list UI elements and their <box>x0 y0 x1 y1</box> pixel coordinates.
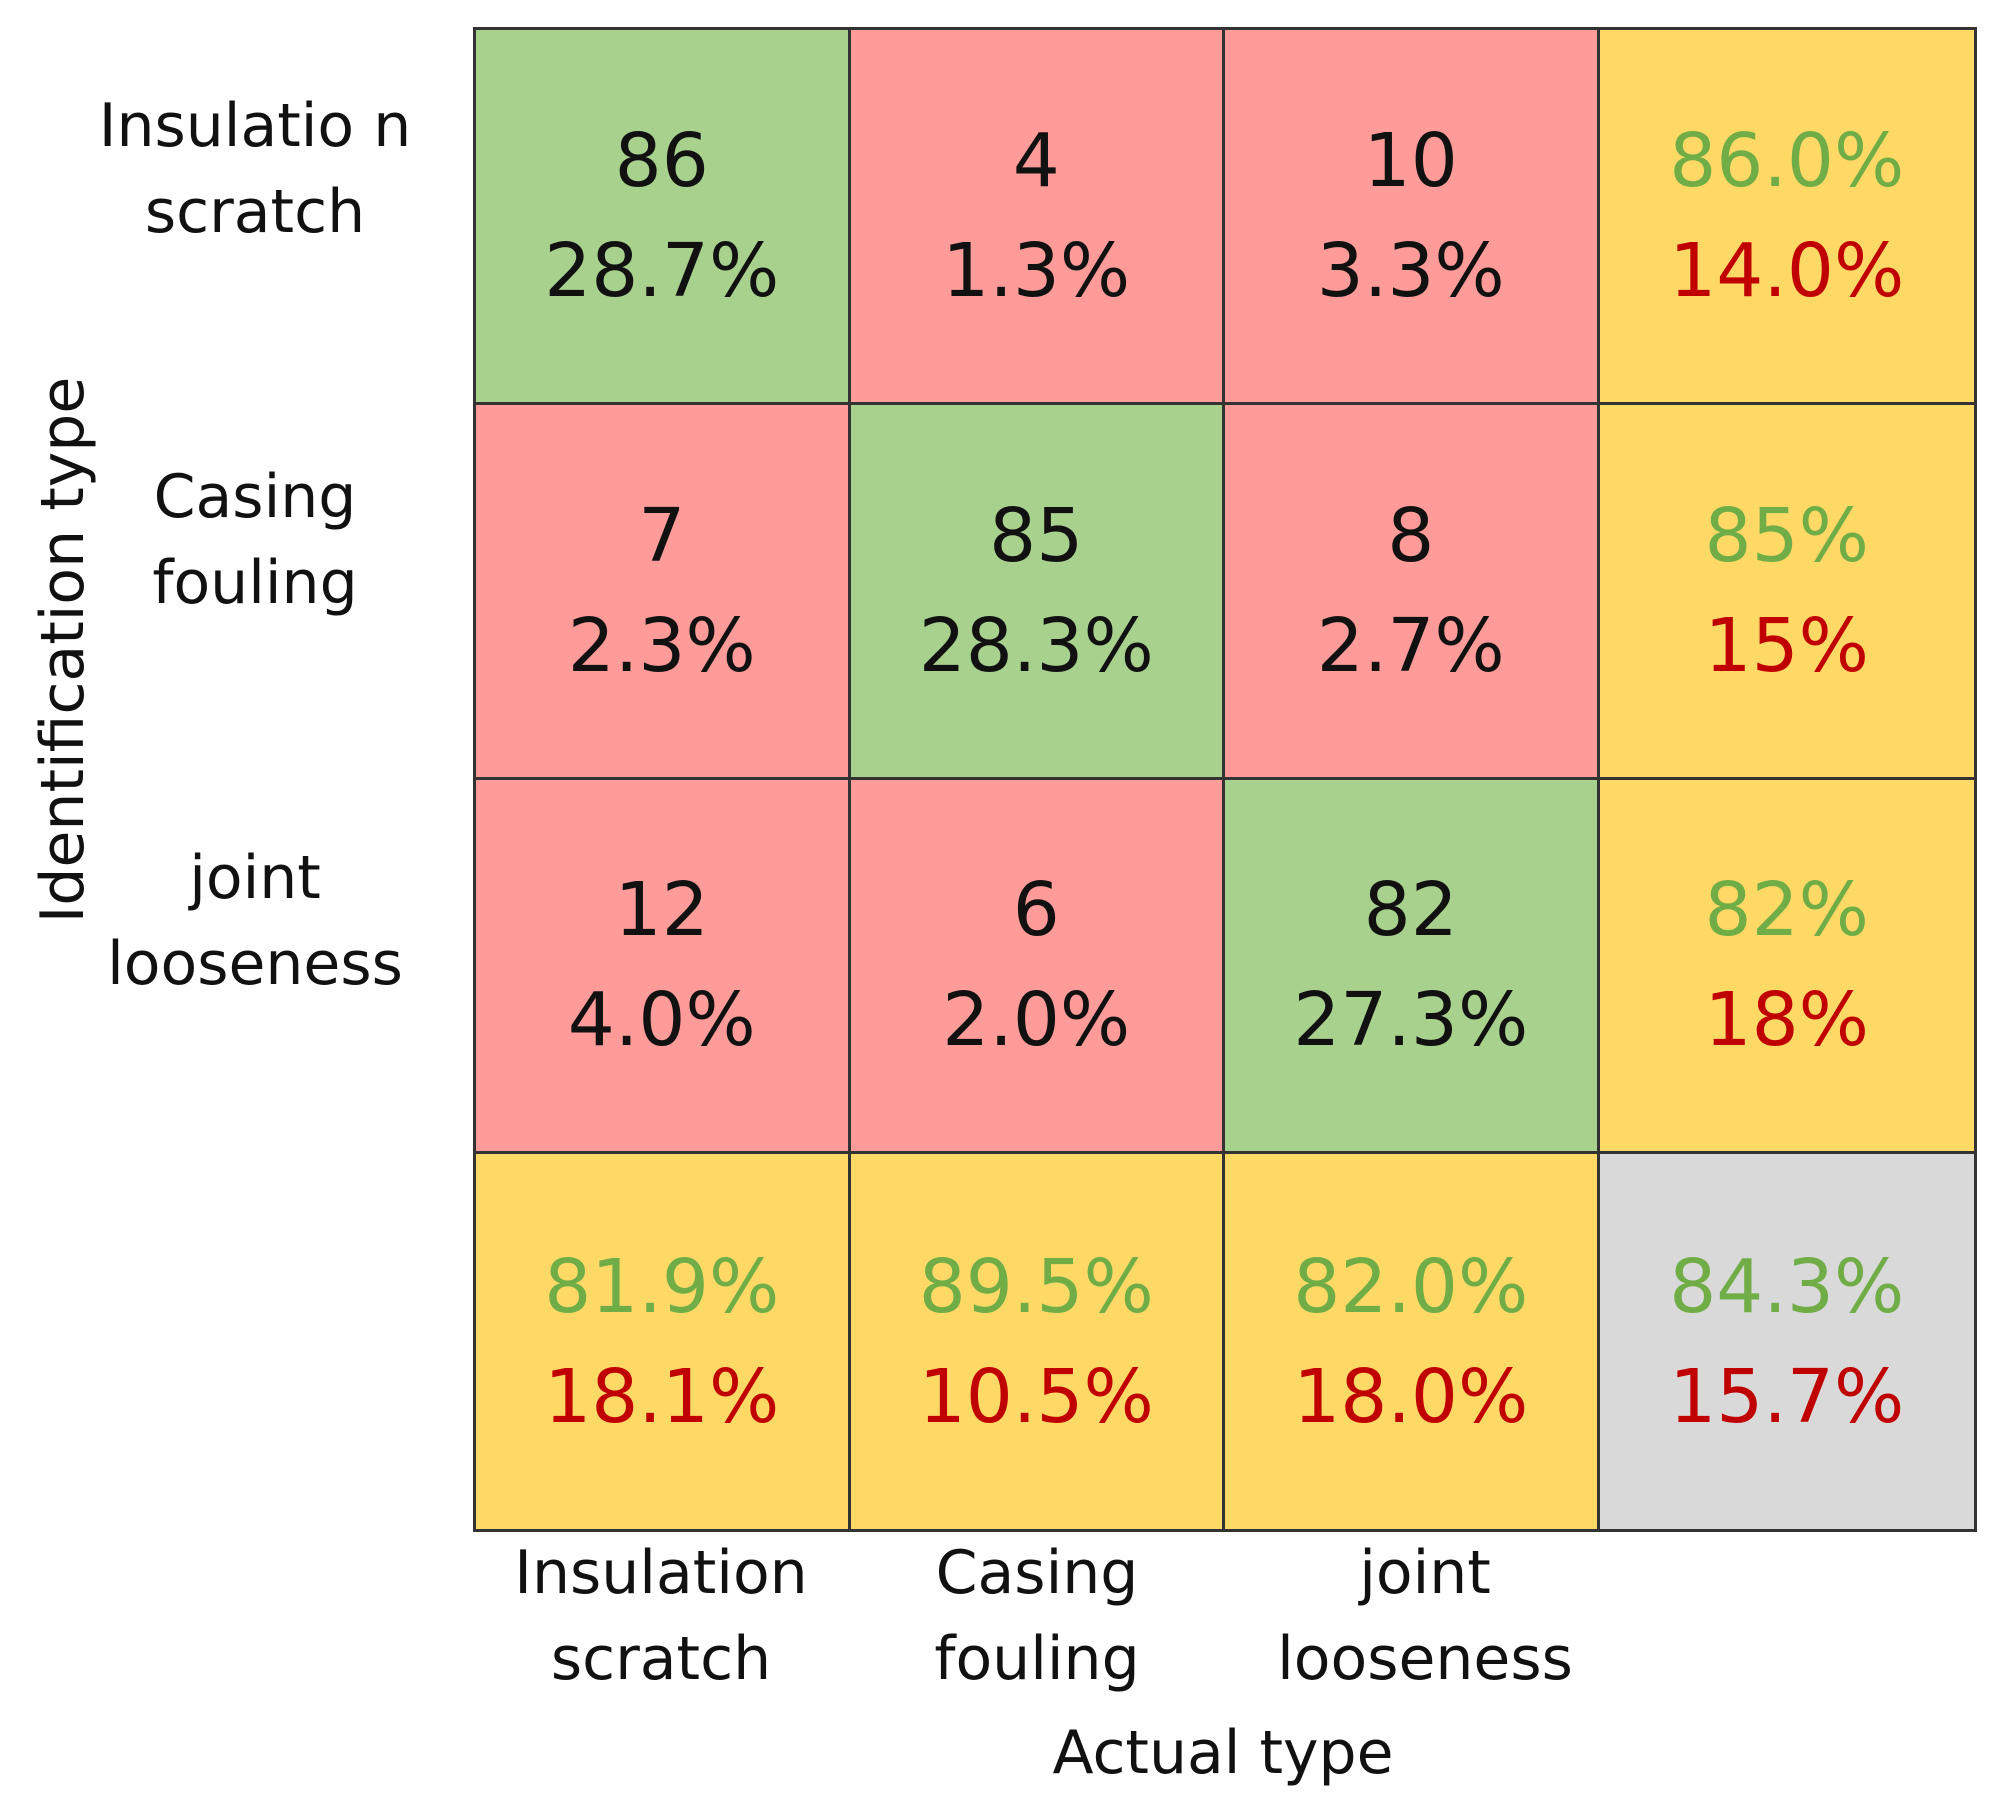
row-summary-correct: 85% <box>1704 492 1869 579</box>
row-label-insulation-scratch: Insulatio n scratch <box>98 91 412 247</box>
row-summary-error: 14.0% <box>1669 227 1905 314</box>
cell-r2-c3: 8 2.7% <box>1225 404 1600 780</box>
row-summary-1: 86.0% 14.0% <box>1599 30 1974 405</box>
cell-r1-c3: 10 3.3% <box>1225 30 1600 405</box>
column-label-casing-fouling: Casing fouling <box>934 1538 1140 1694</box>
cell-percentage: 3.3% <box>1316 227 1505 314</box>
row-label-casing-fouling: Casing fouling <box>152 462 358 618</box>
cell-count: 8 <box>1387 492 1435 579</box>
column-summary-error: 18.1% <box>544 1353 780 1440</box>
row-summary-correct: 86.0% <box>1669 117 1905 204</box>
column-summary-error: 18.0% <box>1293 1353 1529 1440</box>
column-label-joint-looseness: joint looseness <box>1277 1538 1573 1694</box>
column-summary-correct: 82.0% <box>1293 1243 1529 1330</box>
cell-r3-c2: 6 2.0% <box>850 779 1225 1155</box>
cell-r1-c2: 4 1.3% <box>850 30 1225 405</box>
cell-r2-c2: 85 28.3% <box>850 404 1225 780</box>
column-summary-correct: 89.5% <box>918 1243 1154 1330</box>
cell-percentage: 2.0% <box>942 977 1131 1064</box>
cell-count: 10 <box>1363 117 1458 204</box>
cell-count: 6 <box>1012 867 1060 954</box>
column-summary-correct: 81.9% <box>544 1243 780 1330</box>
cell-percentage: 4.0% <box>567 977 756 1064</box>
overall-correct: 84.3% <box>1669 1243 1905 1330</box>
column-summary-2: 89.5% 10.5% <box>850 1154 1225 1529</box>
x-axis-label: Actual type <box>1052 1718 1394 1788</box>
row-summary-3: 82% 18% <box>1599 779 1974 1155</box>
cell-percentage: 2.7% <box>1316 602 1505 689</box>
cell-percentage: 27.3% <box>1293 977 1529 1064</box>
cell-count: 85 <box>989 492 1084 579</box>
overall-accuracy-cell: 84.3% 15.7% <box>1599 1154 1974 1529</box>
cell-r3-c1: 12 4.0% <box>476 779 851 1155</box>
cell-count: 4 <box>1012 117 1060 204</box>
overall-error: 15.7% <box>1669 1353 1905 1440</box>
cell-percentage: 1.3% <box>942 227 1131 314</box>
cell-count: 82 <box>1363 867 1458 954</box>
row-summary-2: 85% 15% <box>1599 404 1974 780</box>
column-label-insulation-scratch: Insulation scratch <box>514 1538 808 1694</box>
row-label-joint-looseness: joint looseness <box>107 843 403 999</box>
cell-percentage: 2.3% <box>567 602 756 689</box>
cell-percentage: 28.3% <box>918 602 1154 689</box>
cell-count: 86 <box>614 117 709 204</box>
column-summary-3: 82.0% 18.0% <box>1225 1154 1600 1529</box>
column-summary-1: 81.9% 18.1% <box>476 1154 851 1529</box>
row-summary-error: 15% <box>1704 602 1869 689</box>
cell-r1-c1: 86 28.7% <box>476 30 851 405</box>
column-summary-error: 10.5% <box>918 1353 1154 1440</box>
matrix-grid: 86 28.7% 4 1.3% 10 3.3% 86.0% 14.0% 7 2.… <box>473 27 1977 1532</box>
cell-count: 12 <box>614 867 709 954</box>
cell-r2-c1: 7 2.3% <box>476 404 851 780</box>
cell-r3-c3: 82 27.3% <box>1225 779 1600 1155</box>
row-summary-correct: 82% <box>1704 867 1869 954</box>
y-axis-label: Identification type <box>28 376 98 924</box>
row-summary-error: 18% <box>1704 977 1869 1064</box>
cell-percentage: 28.7% <box>544 227 780 314</box>
cell-count: 7 <box>638 492 686 579</box>
